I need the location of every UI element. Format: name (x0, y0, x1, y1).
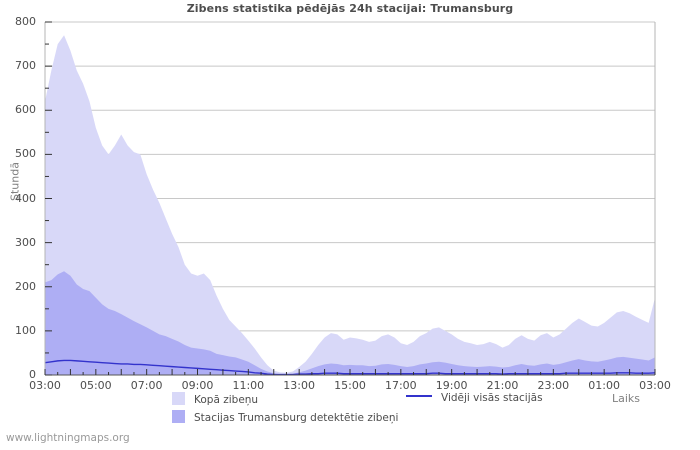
chart-title: Zibens statistika pēdējās 24h stacijai: … (186, 2, 514, 15)
legend-item-average: Vidēji visās stacijās (406, 392, 543, 404)
legend-label-average: Vidēji visās stacijās (441, 392, 543, 404)
x-tick-label: 03:00 (639, 379, 671, 392)
y-tick-label: 100 (15, 323, 36, 337)
x-axis-title: Laiks (612, 392, 641, 405)
y-tick-label: 600 (15, 103, 36, 117)
x-tick-label: 03:00 (29, 379, 61, 392)
y-tick-label: 0 (29, 368, 36, 381)
x-tick-label: 09:00 (181, 379, 214, 392)
legend-label-total: Kopā zibeņu (194, 394, 259, 406)
x-tick-label: 15:00 (334, 379, 366, 392)
x-tick-label: 17:00 (384, 379, 417, 392)
legend-label-station: Stacijas Trumansburg detektētie zibeņi (194, 412, 399, 424)
x-tick-label: 01:00 (588, 379, 620, 392)
x-tick-label: 23:00 (537, 379, 570, 392)
y-tick-label: 200 (15, 279, 36, 293)
x-tick-label: 05:00 (79, 379, 112, 392)
y-tick-label: 300 (15, 235, 36, 249)
x-tick-label: 21:00 (486, 379, 519, 392)
legend-swatch-station (172, 410, 185, 423)
legend-item-total: Kopā zibeņu (172, 392, 258, 406)
legend-line-average (406, 395, 432, 397)
legend-swatch-total (172, 392, 185, 405)
legend-item-station: Stacijas Trumansburg detektētie zibeņi (172, 410, 398, 424)
x-tick-label: 11:00 (232, 379, 265, 392)
y-tick-label: 800 (15, 15, 36, 28)
x-tick-label: 07:00 (130, 379, 163, 392)
x-tick-label: 19:00 (435, 379, 468, 392)
y-tick-label: 700 (15, 59, 36, 73)
y-tick-label: 400 (15, 191, 36, 205)
y-tick-label: 500 (15, 147, 36, 161)
footer-url: www.lightningmaps.org (6, 432, 130, 444)
x-tick-label: 13:00 (283, 379, 315, 392)
